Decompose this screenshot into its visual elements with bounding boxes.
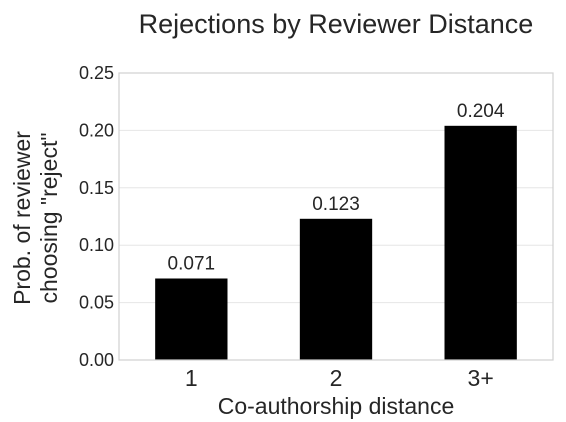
bar-1 (155, 278, 228, 360)
x-tick-label-1: 1 (185, 365, 198, 391)
y-tick-label: 0.10 (79, 235, 114, 255)
x-tick-label-3: 3+ (468, 365, 494, 391)
x-axis-label: Co-authorship distance (218, 393, 455, 419)
bars (155, 125, 517, 360)
bar-2 (299, 218, 373, 360)
y-tick-label: 0.20 (79, 120, 114, 140)
data-labels: 0.071 0.123 0.204 (168, 101, 505, 275)
y-tick-label: 0.00 (79, 350, 114, 370)
x-tick-label-2: 2 (330, 365, 343, 391)
y-axis-label-line-2: choosing "reject" (36, 132, 62, 303)
x-tick-labels: 1 2 3+ (185, 365, 494, 391)
bar-3 (444, 125, 517, 360)
chart-title: Rejections by Reviewer Distance (139, 9, 534, 39)
y-tick-labels: 0.00 0.05 0.10 0.15 0.20 0.25 (79, 63, 114, 370)
y-tick-label: 0.05 (79, 293, 114, 313)
data-label-1: 0.071 (168, 253, 216, 274)
y-axis-label-line-1: Prob. of reviewer (9, 131, 35, 305)
y-tick-label: 0.15 (79, 178, 114, 198)
plot-frame (118, 72, 554, 361)
data-label-3: 0.204 (457, 101, 505, 122)
y-axis-label: Prob. of reviewer choosing "reject" (9, 131, 62, 305)
y-tick-label: 0.25 (79, 63, 114, 83)
data-label-2: 0.123 (312, 194, 360, 215)
